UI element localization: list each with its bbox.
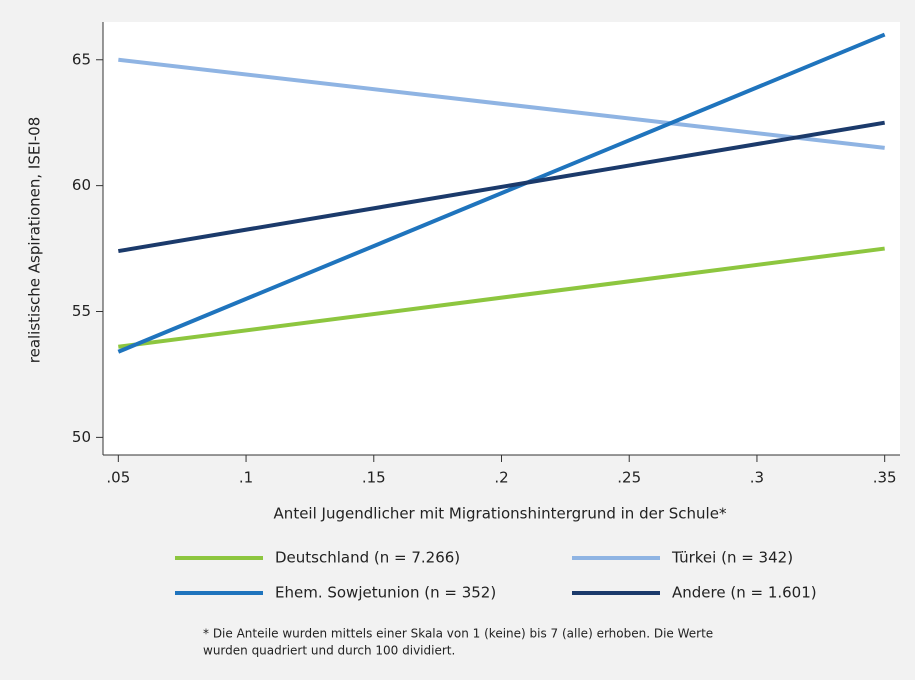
- legend-label: Ehem. Sowjetunion (n = 352): [275, 584, 496, 602]
- y-axis-label: realistische Aspirationen, ISEI-08: [26, 117, 44, 364]
- x-tick-label: .1: [239, 469, 253, 487]
- x-tick-label: .05: [106, 469, 130, 487]
- x-tick-label: .3: [750, 469, 764, 487]
- y-tick-label: 65: [72, 50, 91, 68]
- x-axis-label: Anteil Jugendlicher mit Migrationshinter…: [274, 505, 727, 523]
- legend-label: Andere (n = 1.601): [672, 584, 817, 602]
- legend-label: Türkei (n = 342): [671, 549, 793, 567]
- line-series: [118, 246, 885, 349]
- footnote: wurden quadriert und durch 100 dividiert…: [203, 644, 455, 658]
- line-series: [118, 57, 885, 150]
- x-tick-label: .15: [362, 469, 386, 487]
- y-tick-label: 50: [72, 428, 91, 446]
- footnote: * Die Anteile wurden mittels einer Skala…: [203, 627, 713, 641]
- y-tick-label: 55: [72, 302, 91, 320]
- x-tick-label: .35: [873, 469, 897, 487]
- line-series: [117, 32, 886, 354]
- x-tick-label: .2: [494, 469, 508, 487]
- plot-area: [103, 22, 900, 455]
- legend-label: Deutschland (n = 7.266): [275, 549, 460, 567]
- y-tick-label: 60: [72, 176, 91, 194]
- line-series: [117, 120, 886, 254]
- x-tick-label: .25: [617, 469, 641, 487]
